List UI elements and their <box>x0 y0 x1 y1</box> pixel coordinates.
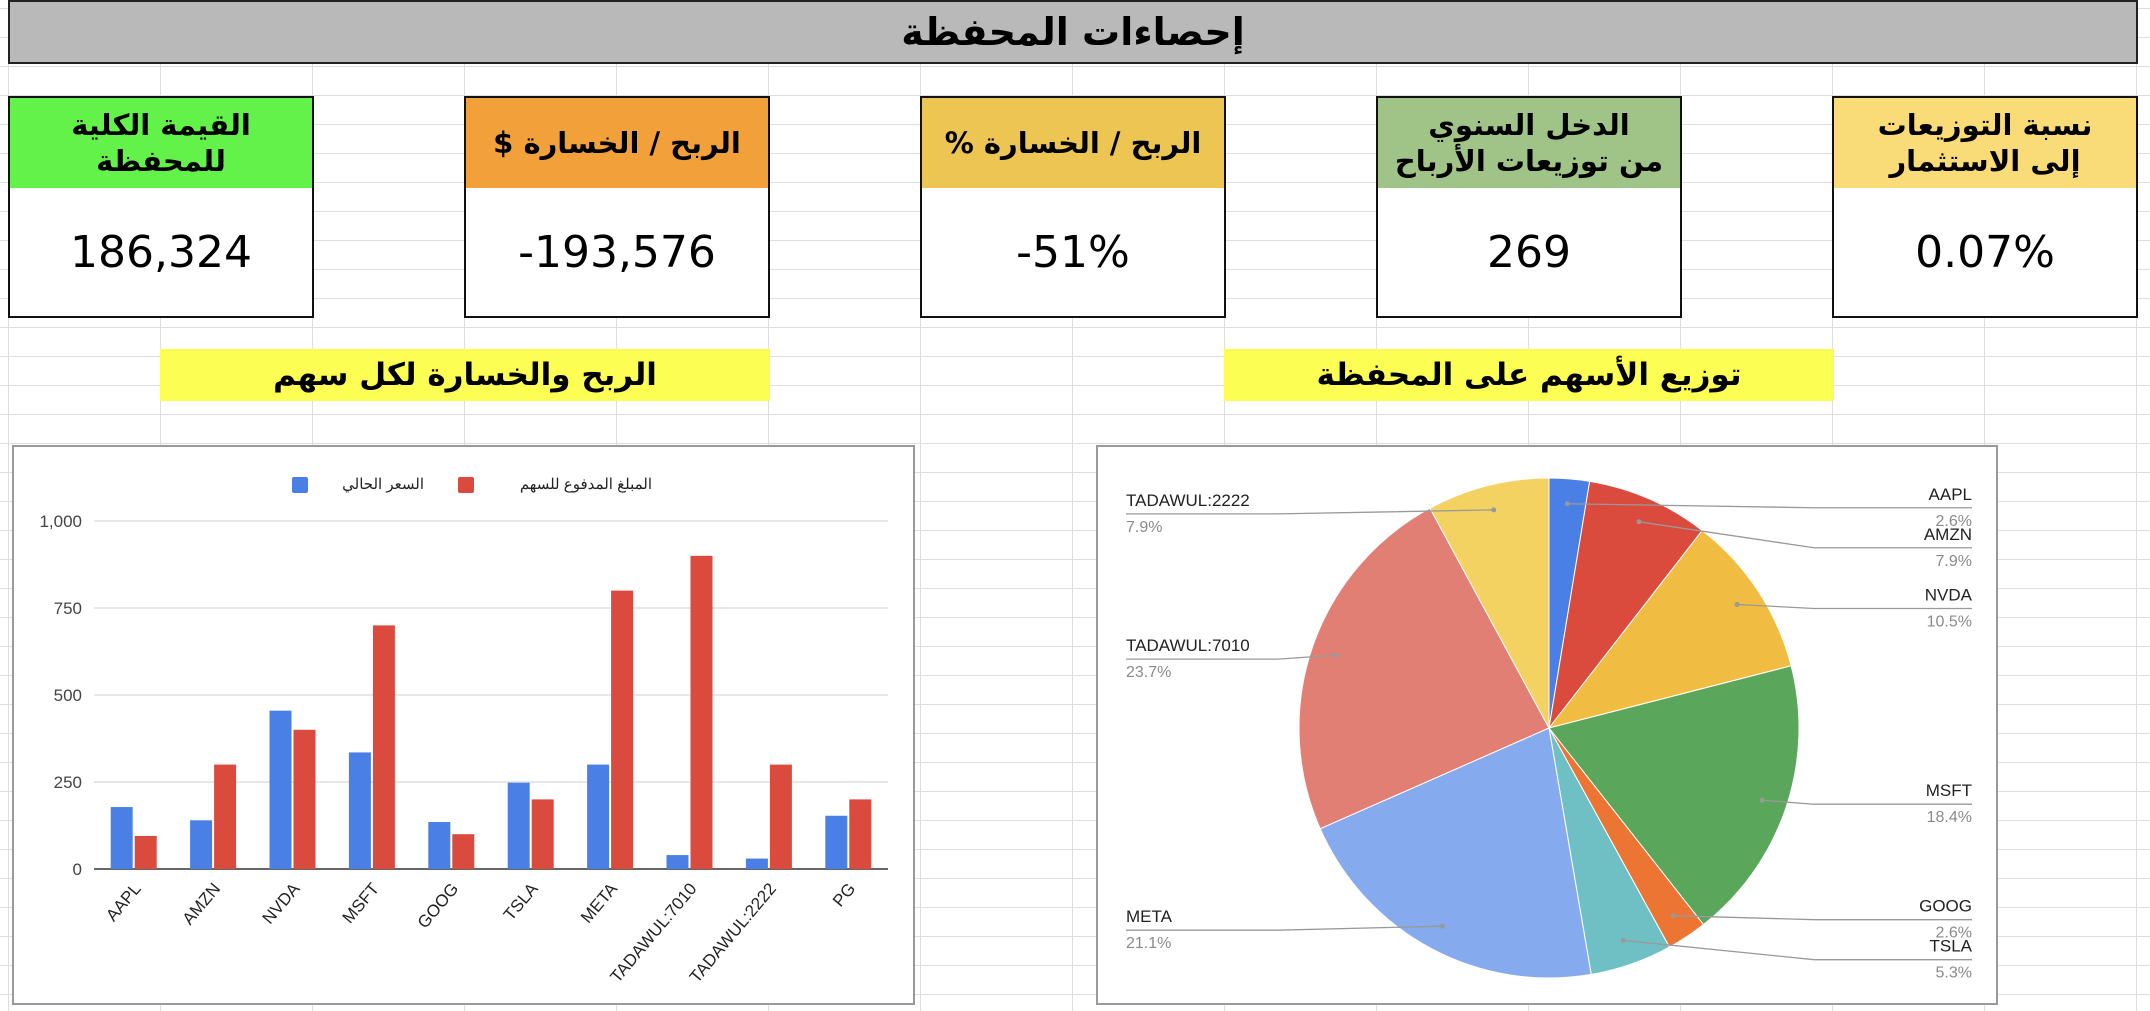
pie-chart[interactable]: AAPL 2.6% AMZN 7.9% NVDA 10.5% MSFT 18.4% GOOG 2.… <box>1096 445 1998 1005</box>
x-tick-label: TSLA <box>500 879 542 924</box>
pie-leader-dot <box>1439 923 1445 929</box>
pie-slice[interactable] <box>1429 477 1550 729</box>
y-tick-label: 500 <box>54 686 82 705</box>
x-tick-label: AMZN <box>179 879 225 928</box>
dividend-yield-value[interactable]: 0.07% <box>1832 188 2138 318</box>
pie-slice-label: TSLA <box>1929 937 1972 956</box>
pie-slice[interactable] <box>1547 529 1792 729</box>
bar-chart-title: الربح والخسارة لكل سهم <box>160 349 770 401</box>
pie-leader-dot <box>1670 913 1676 919</box>
pie-leader-dot <box>1734 601 1740 607</box>
pie-slice[interactable] <box>1548 480 1703 729</box>
profit-loss-usd-label: الربح / الخسارة $ <box>464 96 770 190</box>
pie-slice-percent: 21.1% <box>1126 935 1171 952</box>
x-tick-label: MSFT <box>339 879 383 927</box>
pie-leader-line <box>1673 915 1972 921</box>
bar-current-price[interactable] <box>110 807 133 869</box>
y-tick-label: 1,000 <box>39 512 82 531</box>
bar-current-price[interactable] <box>269 710 292 869</box>
pie-leader-dot <box>1636 519 1642 525</box>
pie-leader-line <box>1623 939 1972 961</box>
pie-slice[interactable] <box>1548 665 1800 926</box>
pie-slice-label: GOOG <box>1919 897 1972 916</box>
pie-leader-dot <box>1491 507 1497 513</box>
bar-current-price[interactable] <box>587 764 610 869</box>
pie-leader-line <box>1737 603 1972 610</box>
y-tick-label: 750 <box>54 599 82 618</box>
bar-current-price[interactable] <box>348 752 371 869</box>
pie-slice-label: TADAWUL:7010 <box>1126 636 1250 655</box>
bar-paid-price[interactable] <box>452 834 475 869</box>
pie-leader-line <box>1762 799 1972 805</box>
page-title: إحصاءات المحفظة <box>8 0 2138 64</box>
pie-slice-percent: 18.4% <box>1927 809 1972 826</box>
legend-label: المبلغ المدفوع للسهم <box>520 476 652 493</box>
bar-paid-price[interactable] <box>531 799 554 869</box>
pie-slice-percent: 5.3% <box>1936 965 1972 982</box>
x-tick-label: GOOG <box>414 879 463 932</box>
total-value[interactable]: 186,324 <box>8 188 314 318</box>
y-tick-label: 250 <box>54 773 82 792</box>
pie-slice-label: AAPL <box>1929 485 1972 504</box>
pie-slice[interactable] <box>1319 727 1592 979</box>
bar-current-price[interactable] <box>745 858 768 869</box>
bar-paid-price[interactable] <box>372 625 395 869</box>
x-tick-label: NVDA <box>259 879 304 928</box>
pie-slice-label: AMZN <box>1924 525 1972 544</box>
pie-slice-percent: 7.9% <box>1126 519 1162 536</box>
bar-paid-price[interactable] <box>214 764 237 869</box>
profit-loss-pct-label: الربح / الخسارة % <box>920 96 1226 190</box>
profit-loss-usd-value[interactable]: -193,576 <box>464 188 770 318</box>
x-tick-label: TADAWUL:2222 <box>686 879 780 986</box>
bar-paid-price[interactable] <box>611 590 634 869</box>
pie-leader-dot <box>1759 797 1765 803</box>
pie-leader-dot <box>1564 501 1570 507</box>
x-tick-label: TADAWUL:7010 <box>606 879 700 986</box>
pie-leader-line <box>1126 925 1443 931</box>
pie-leader-dot <box>1333 652 1339 658</box>
pie-slice-percent: 2.6% <box>1936 513 1972 530</box>
pie-leader-line <box>1126 654 1337 660</box>
pie-slice-percent: 23.7% <box>1126 664 1171 681</box>
x-tick-label: AAPL <box>102 879 145 925</box>
legend-swatch <box>458 477 474 493</box>
bar-current-price[interactable] <box>190 820 213 869</box>
bar-paid-price[interactable] <box>849 799 872 869</box>
pie-leader-line <box>1638 521 1972 549</box>
legend-swatch <box>292 477 308 493</box>
dividend-yield-label: نسبة التوزيعات إلى الاستثمار <box>1832 96 2138 190</box>
bar-chart-canvas: 0 250 500 750 1,000 AAPL AMZN NVDA MSFT GOOG TSLA M… <box>39 476 888 986</box>
bar-paid-price[interactable] <box>134 835 157 869</box>
pie-slice-percent: 7.9% <box>1936 553 1972 570</box>
pie-leader-dot <box>1620 937 1626 943</box>
legend-label: السعر الحالي <box>342 476 424 493</box>
x-tick-label: META <box>577 879 622 927</box>
pie-slice-label: NVDA <box>1925 585 1973 604</box>
pie-chart-title: توزيع الأسهم على المحفظة <box>1224 349 1834 401</box>
bar-paid-price[interactable] <box>769 764 792 869</box>
annual-dividend-income-label: الدخل السنوي من توزيعات الأرباح <box>1376 96 1682 190</box>
profit-loss-pct-value[interactable]: -51% <box>920 188 1226 318</box>
pie-leader-line <box>1126 509 1494 515</box>
pie-slice-percent: 2.6% <box>1936 925 1972 942</box>
bar-chart[interactable]: 0 250 500 750 1,000 AAPL AMZN NVDA MSFT GOOG TSLA M… <box>12 445 915 1005</box>
pie-slice[interactable] <box>1298 507 1550 830</box>
annual-dividend-income-value[interactable]: 269 <box>1376 188 1682 318</box>
bar-paid-price[interactable] <box>293 729 316 869</box>
bar-current-price[interactable] <box>507 782 530 869</box>
pie-slice-percent: 10.5% <box>1927 613 1972 630</box>
pie-slice-label: TADAWUL:2222 <box>1126 491 1250 510</box>
x-tick-label: PG <box>829 879 859 910</box>
bar-current-price[interactable] <box>825 815 848 869</box>
bar-current-price[interactable] <box>428 822 451 869</box>
bar-paid-price[interactable] <box>690 555 713 869</box>
pie-slice-label: MSFT <box>1926 781 1972 800</box>
y-tick-label: 0 <box>73 860 82 879</box>
pie-slice-label: META <box>1126 907 1173 926</box>
pie-chart-canvas: AAPL2.6%AMZN7.9%NVDA10.5%MSFT18.4%GOOG2.… <box>1126 477 1973 982</box>
pie-leader-line <box>1567 503 1972 509</box>
bar-current-price[interactable] <box>666 855 689 869</box>
total-value-label: القيمة الكلية للمحفظة <box>8 96 314 190</box>
